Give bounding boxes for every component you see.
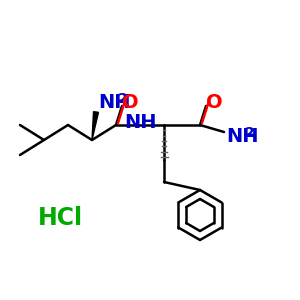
Text: NH: NH [226,127,259,146]
Text: O: O [206,92,222,112]
Text: 2: 2 [245,126,255,140]
Text: NH: NH [124,112,156,131]
Text: O: O [122,92,138,112]
Text: 2: 2 [118,92,128,106]
Text: HCl: HCl [38,206,82,230]
Polygon shape [92,112,98,140]
Text: NH: NH [98,92,130,112]
